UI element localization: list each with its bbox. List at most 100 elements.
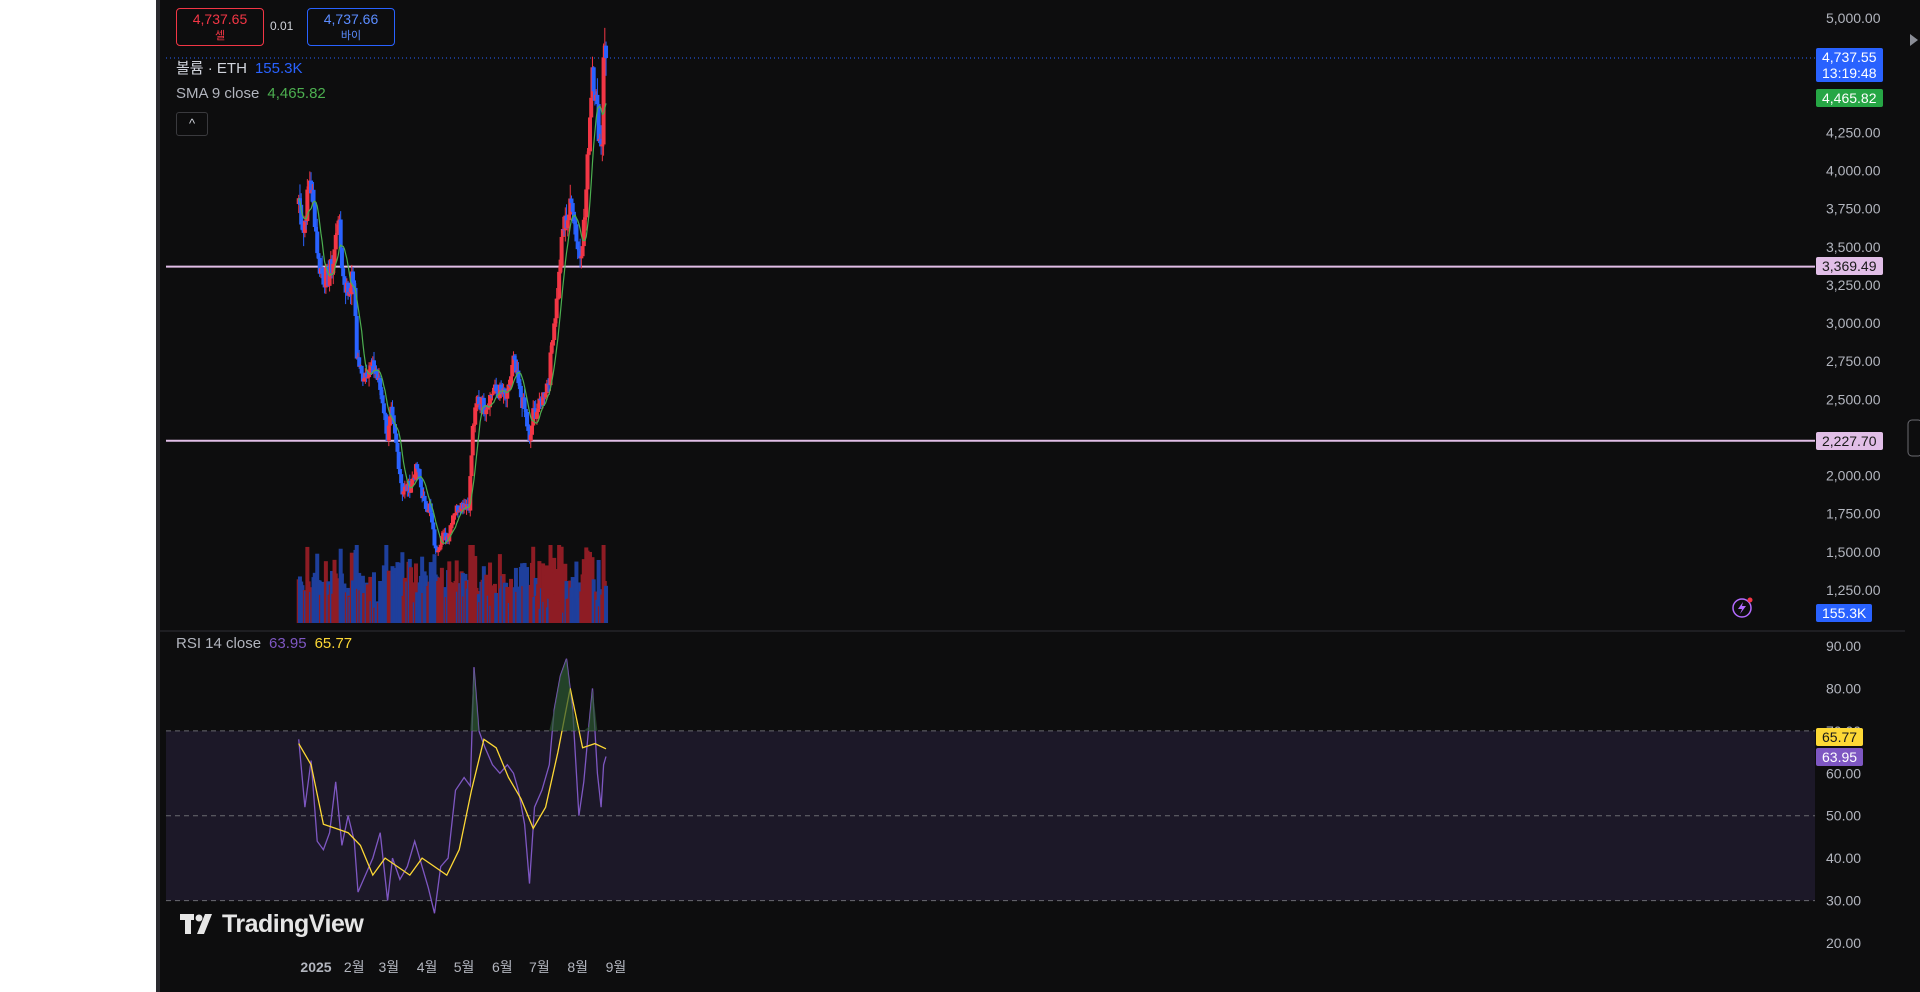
volume-bar [525, 567, 530, 623]
candle-body [576, 249, 581, 251]
alert-bolt-icon-ring [1732, 598, 1752, 618]
candle-body [315, 231, 320, 254]
candle-body [526, 426, 531, 431]
candle-body [587, 117, 592, 152]
candle-body [394, 433, 399, 443]
price-axis-tick: 3,250.00 [1826, 277, 1881, 293]
chart-panel[interactable]: 5,000.004,750.004,500.004,250.004,000.00… [160, 0, 1920, 992]
candle-body [381, 403, 386, 414]
candle-body [311, 189, 316, 203]
candle-body [392, 424, 397, 434]
candle-body [494, 384, 499, 392]
candle-body [334, 233, 339, 235]
candle-body [353, 287, 358, 316]
volume-legend[interactable]: 볼륨 · ETH 155.3K [176, 57, 310, 78]
time-axis-tick: 9월 [606, 959, 627, 975]
collapse-legend-button[interactable]: ^ [176, 112, 208, 136]
candle-body [378, 377, 383, 390]
candles [296, 27, 609, 556]
volume-bar [384, 545, 389, 623]
candle-body [574, 224, 579, 242]
volume-bar [450, 582, 455, 623]
window-edge [156, 0, 160, 992]
price-axis-tick: 3,000.00 [1826, 315, 1881, 331]
candle-body [320, 268, 325, 274]
candle-body [432, 529, 437, 546]
volume-legend-label: 볼륨 · ETH [176, 60, 247, 77]
candle-body [354, 315, 359, 359]
scroll-right-icon [1910, 34, 1918, 46]
candle-body [465, 503, 470, 506]
volume-bar [531, 546, 536, 623]
volume-tag: 155.3K [1816, 604, 1873, 622]
candle-body [360, 373, 365, 382]
candle-body [433, 545, 438, 549]
chart-canvas[interactable]: 5,000.004,750.004,500.004,250.004,000.00… [160, 0, 1920, 992]
candle-body [452, 515, 457, 517]
sma-line [298, 103, 607, 544]
candle-body [338, 219, 343, 249]
volume-bar [470, 545, 475, 623]
candle-body [321, 273, 326, 285]
rsi-axis-tick: 80.00 [1826, 680, 1861, 696]
candle-body [518, 385, 523, 398]
sma-price-tag: 4,465.82 [1816, 89, 1883, 107]
volume-bar [454, 560, 459, 623]
candle-body [339, 248, 344, 269]
candle-body [333, 234, 338, 250]
candle-body [383, 413, 388, 415]
sell-price: 4,737.65 [192, 11, 248, 27]
volume-bar [439, 567, 444, 623]
candle-body [300, 224, 305, 230]
candle-body [323, 267, 328, 288]
candle-body [516, 370, 521, 384]
candle-body [499, 384, 504, 391]
candle-body [430, 512, 435, 523]
last-price-tag: 4,737.55 13:19:48 [1816, 48, 1883, 82]
candle-body [409, 485, 414, 493]
tradingview-logo-text: TradingView [222, 910, 364, 938]
candle-body [423, 501, 428, 509]
sma-legend[interactable]: SMA 9 close 4,465.82 [176, 85, 334, 102]
volume-bar [544, 565, 549, 623]
volume-bar [560, 590, 565, 623]
candle-body [536, 408, 541, 413]
candle-body [342, 276, 347, 285]
candle-body [604, 45, 609, 59]
price-axis-tick: 4,250.00 [1826, 124, 1881, 140]
candle-body [553, 318, 558, 324]
candle-body [513, 359, 518, 373]
volume-legend-value: 155.3K [254, 60, 303, 77]
buy-button[interactable]: 4,737.66 바이 [307, 8, 395, 46]
candle-body [506, 384, 511, 392]
candle-body [471, 424, 476, 426]
volume-bar [604, 585, 609, 623]
sell-button[interactable]: 4,737.65 셀 [176, 8, 264, 46]
volume-bar [381, 565, 386, 623]
rsi-legend[interactable]: RSI 14 close 63.95 65.77 [176, 635, 360, 652]
rsi-axis-tick: 90.00 [1826, 638, 1861, 654]
candle-body [481, 397, 486, 413]
tradingview-logo-icon [180, 913, 212, 934]
candle-body [509, 376, 514, 386]
candle-body [575, 241, 580, 250]
candle-body [544, 383, 549, 394]
candle-body [402, 486, 407, 492]
panel-handle-icon [1907, 419, 1920, 457]
volume-bar [339, 573, 344, 623]
candle-body [491, 390, 496, 394]
candle-body [600, 144, 605, 147]
candle-body [336, 224, 341, 234]
volume-bars [296, 545, 609, 623]
candle-body [312, 202, 317, 228]
candle-body [565, 220, 570, 229]
rsi-legend-label: RSI 14 close [176, 635, 262, 652]
candle-body [580, 246, 585, 257]
volume-bar [591, 579, 596, 623]
volume-bar [323, 561, 328, 623]
lower-line-tag: 2,227.70 [1816, 432, 1883, 450]
candle-body [591, 67, 596, 92]
candle-body [416, 468, 421, 470]
candle-body [396, 451, 401, 469]
candle-body [359, 365, 364, 374]
